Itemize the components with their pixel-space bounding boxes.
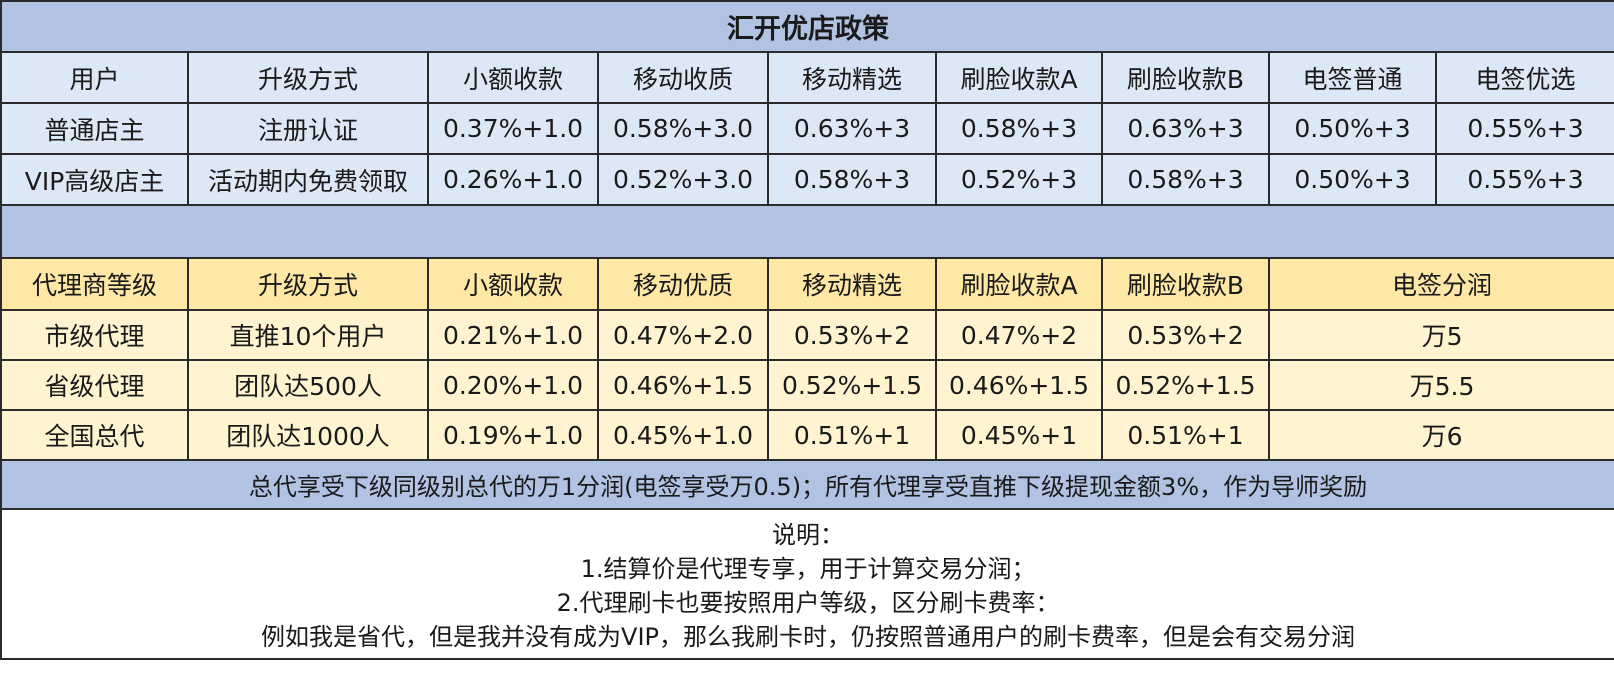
notice-text: 总代享受下级同级别总代的万1分润(电签享受万0.5)；所有代理享受直推下级提现金…	[0, 459, 1614, 510]
table-cell: 0.21%+1.0	[427, 309, 599, 361]
header-cell: 小额收款	[427, 257, 599, 311]
table-cell: 省级代理	[0, 359, 189, 411]
header-cell: 移动精选	[767, 51, 937, 104]
header-cell: 移动精选	[767, 257, 937, 311]
table-cell: 0.47%+2	[935, 309, 1103, 361]
table-cell: 0.55%+3	[1434, 153, 1614, 206]
header-cell: 代理商等级	[0, 257, 189, 311]
notes-row: 说明： 1.结算价是代理专享，用于计算交易分润； 2.代理刷卡也要按照用户等级，…	[0, 508, 1614, 660]
header-cell: 刷脸收款A	[935, 51, 1103, 104]
notes-cell: 说明： 1.结算价是代理专享，用于计算交易分润； 2.代理刷卡也要按照用户等级，…	[0, 508, 1614, 660]
table-cell: 0.46%+1.5	[597, 359, 769, 411]
notes-line: 1.结算价是代理专享，用于计算交易分润；	[580, 555, 1036, 583]
table-cell: 0.58%+3.0	[597, 102, 769, 155]
header-cell: 刷脸收款A	[935, 257, 1103, 311]
table-cell: 市级代理	[0, 309, 189, 361]
table-cell: 0.51%+1	[767, 409, 937, 461]
table-cell: 0.58%+3	[935, 102, 1103, 155]
table-cell: 注册认证	[187, 102, 429, 155]
header-cell: 移动收质	[597, 51, 769, 104]
table-cell: 活动期内免费领取	[187, 153, 429, 206]
table-cell: 0.52%+3	[935, 153, 1103, 206]
title-row: 汇开优店政策	[0, 0, 1614, 53]
table-cell: 0.20%+1.0	[427, 359, 599, 411]
header-cell: 移动优质	[597, 257, 769, 311]
table-cell: 普通店主	[0, 102, 189, 155]
table-cell: 0.19%+1.0	[427, 409, 599, 461]
table-cell: 0.58%+3	[767, 153, 937, 206]
table-cell: 全国总代	[0, 409, 189, 461]
header-cell: 刷脸收款B	[1101, 51, 1270, 104]
table-cell: 0.52%+3.0	[597, 153, 769, 206]
table-cell: 0.52%+1.5	[1101, 359, 1270, 411]
table-cell: 0.50%+3	[1268, 102, 1437, 155]
table-cell: 0.53%+2	[767, 309, 937, 361]
table-cell: 0.58%+3	[1101, 153, 1270, 206]
notes-line: 2.代理刷卡也要按照用户等级，区分刷卡费率：	[556, 589, 1060, 617]
table-cell: 0.63%+3	[1101, 102, 1270, 155]
table-cell: 0.45%+1.0	[597, 409, 769, 461]
table-cell: 万5.5	[1267, 359, 1614, 411]
header-cell: 刷脸收款B	[1101, 257, 1270, 311]
user-header-row: 用户 升级方式 小额收款 移动收质 移动精选 刷脸收款A 刷脸收款B 电签普通 …	[0, 51, 1614, 104]
table-cell: 0.37%+1.0	[427, 102, 599, 155]
header-cell: 电签优选	[1434, 51, 1614, 104]
header-cell: 升级方式	[187, 51, 429, 104]
table-cell: VIP高级店主	[0, 153, 189, 206]
table-cell: 0.50%+3	[1268, 153, 1437, 206]
table-cell: 0.51%+1	[1101, 409, 1270, 461]
header-cell: 电签普通	[1268, 51, 1437, 104]
table-row: 普通店主 注册认证 0.37%+1.0 0.58%+3.0 0.63%+3 0.…	[0, 102, 1614, 155]
table-row: 省级代理 团队达500人 0.20%+1.0 0.46%+1.5 0.52%+1…	[0, 359, 1614, 411]
spacer-cell	[0, 204, 1614, 259]
policy-table: 汇开优店政策 用户 升级方式 小额收款 移动收质 移动精选 刷脸收款A 刷脸收款…	[0, 0, 1614, 660]
notes-line: 例如我是省代，但是我并没有成为VIP，那么我刷卡时，仍按照普通用户的刷卡费率，但…	[261, 623, 1355, 651]
agent-header-row: 代理商等级 升级方式 小额收款 移动优质 移动精选 刷脸收款A 刷脸收款B 电签…	[0, 257, 1614, 311]
table-cell: 0.52%+1.5	[767, 359, 937, 411]
notice-row: 总代享受下级同级别总代的万1分润(电签享受万0.5)；所有代理享受直推下级提现金…	[0, 459, 1614, 510]
table-cell: 0.47%+2.0	[597, 309, 769, 361]
notes-heading: 说明：	[772, 521, 845, 549]
header-cell: 升级方式	[187, 257, 429, 311]
table-cell: 团队达500人	[187, 359, 429, 411]
table-cell: 0.46%+1.5	[935, 359, 1103, 411]
table-cell: 直推10个用户	[187, 309, 429, 361]
header-cell: 用户	[0, 51, 189, 104]
table-cell: 万5	[1267, 309, 1614, 361]
table-cell: 0.26%+1.0	[427, 153, 599, 206]
header-cell: 小额收款	[427, 51, 599, 104]
table-cell: 万6	[1267, 409, 1614, 461]
table-cell: 0.55%+3	[1434, 102, 1614, 155]
page-title: 汇开优店政策	[0, 0, 1614, 53]
table-cell: 0.53%+2	[1101, 309, 1270, 361]
header-cell: 电签分润	[1267, 257, 1614, 311]
table-cell: 团队达1000人	[187, 409, 429, 461]
table-cell: 0.45%+1	[935, 409, 1103, 461]
table-row: VIP高级店主 活动期内免费领取 0.26%+1.0 0.52%+3.0 0.5…	[0, 153, 1614, 206]
spacer-row	[0, 204, 1614, 259]
table-row: 市级代理 直推10个用户 0.21%+1.0 0.47%+2.0 0.53%+2…	[0, 309, 1614, 361]
table-cell: 0.63%+3	[767, 102, 937, 155]
table-row: 全国总代 团队达1000人 0.19%+1.0 0.45%+1.0 0.51%+…	[0, 409, 1614, 461]
